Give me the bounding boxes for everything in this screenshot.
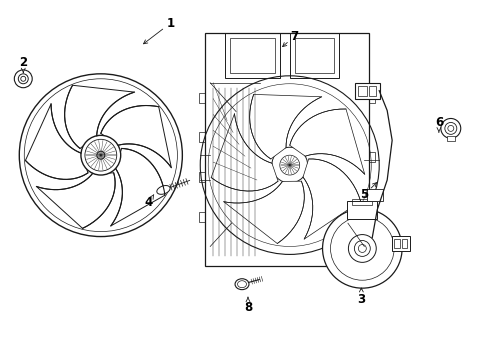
Bar [346, 201, 376, 219]
Ellipse shape [235, 279, 248, 290]
Bar [358, 86, 366, 96]
Polygon shape [289, 109, 364, 174]
Circle shape [14, 70, 32, 88]
Circle shape [322, 209, 401, 288]
Polygon shape [249, 94, 321, 159]
Bar [205, 33, 368, 266]
Bar [368, 86, 375, 96]
Text: 2: 2 [19, 57, 27, 69]
Text: 4: 4 [144, 196, 152, 209]
Bar [401, 239, 406, 248]
Text: 6: 6 [434, 116, 442, 129]
Bar [199, 132, 205, 142]
Polygon shape [303, 159, 360, 239]
Bar [366, 189, 383, 201]
Bar [199, 212, 205, 222]
Circle shape [347, 235, 375, 262]
Bar [446, 136, 454, 141]
Text: 8: 8 [244, 301, 252, 314]
Bar [294, 38, 334, 73]
Circle shape [81, 135, 121, 175]
Bar [368, 212, 374, 222]
Text: 1: 1 [166, 17, 174, 30]
Polygon shape [37, 173, 115, 228]
Circle shape [271, 147, 307, 183]
Polygon shape [211, 114, 278, 191]
Text: 5: 5 [360, 188, 367, 201]
Bar [352, 199, 371, 205]
Bar [199, 172, 205, 182]
Bar [199, 93, 205, 103]
Polygon shape [64, 85, 134, 148]
Bar [355, 83, 380, 99]
Bar [224, 33, 279, 78]
Polygon shape [157, 185, 170, 194]
Polygon shape [111, 148, 164, 226]
Polygon shape [101, 105, 171, 168]
Text: 3: 3 [357, 293, 365, 306]
Bar [391, 235, 409, 251]
Bar [393, 239, 399, 248]
Bar [289, 33, 339, 78]
Circle shape [440, 118, 460, 138]
Text: 7: 7 [290, 30, 298, 42]
Bar [230, 38, 274, 73]
Polygon shape [25, 104, 88, 179]
Polygon shape [223, 181, 304, 243]
Bar [368, 93, 374, 103]
Bar [368, 152, 374, 162]
